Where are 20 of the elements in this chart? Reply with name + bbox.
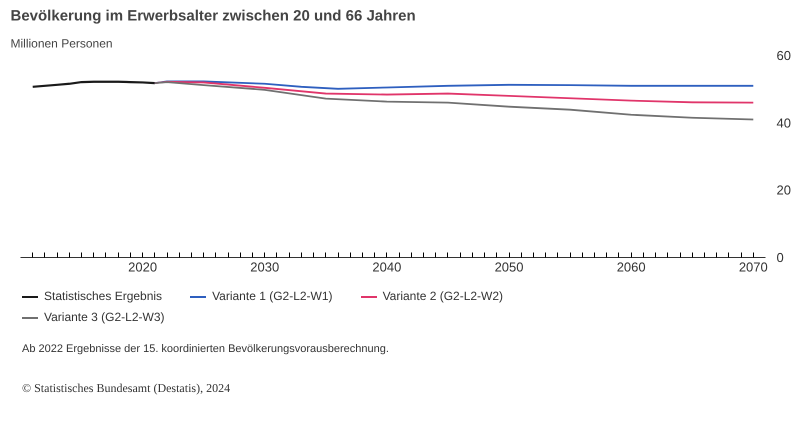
legend-label: Statistisches Ergebnis (43, 288, 162, 305)
x-tick-label: 2060 (616, 260, 646, 274)
y-tick-label: 0 (776, 250, 784, 265)
y-tick-label: 20 (776, 182, 791, 198)
legend-label: Variante 2 (G2-L2-W2) (382, 288, 504, 305)
x-tick-label: 2020 (128, 260, 158, 274)
x-tick-label: 2030 (250, 260, 280, 274)
x-tick-label: 2070 (738, 260, 768, 274)
legend-label: Variante 3 (G2-L2-W3) (43, 309, 164, 326)
y-tick-label: 40 (776, 115, 791, 130)
chart-title: Bevölkerung im Erwerbsalter zwischen 20 und 66 Jahren (10, 8, 416, 24)
line-series (154, 81, 754, 120)
x-tick-label: 2050 (494, 260, 524, 274)
chart-subtitle: Millionen Personen (10, 36, 113, 50)
x-tick-label: 2040 (372, 260, 402, 274)
line-series (154, 80, 754, 104)
text: © Statistisches Bundesamt (Destatis), 2024 (22, 380, 230, 397)
y-tick-label: 60 (776, 48, 791, 63)
text: Ab 2022 Ergebnisse der 15. koordinierten Bevölkerungsvorausberechnung. (22, 342, 389, 358)
legend-label: Variante 1 (G2-L2-W1) (211, 288, 333, 305)
